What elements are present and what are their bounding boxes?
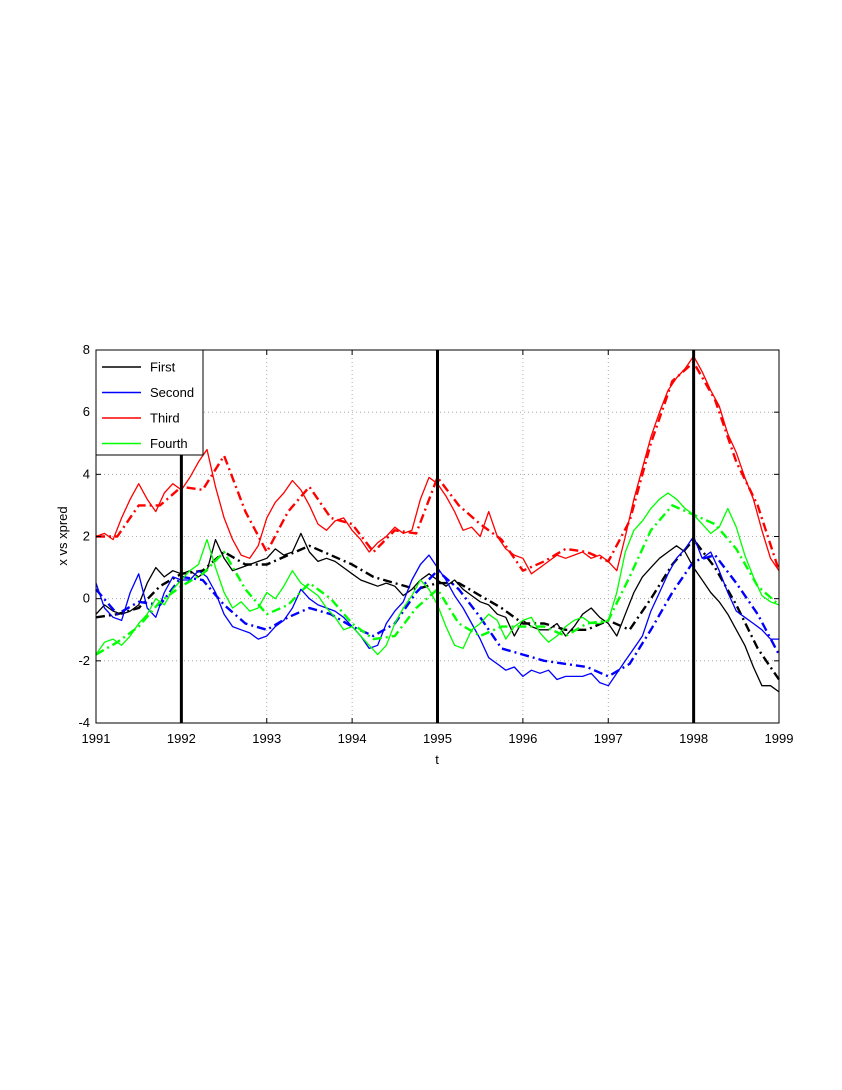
legend-label: Third: [150, 411, 180, 426]
x-tick-label: 1999: [765, 731, 794, 746]
x-axis-label: t: [435, 752, 439, 767]
y-tick-label: 2: [83, 529, 90, 544]
x-tick-label: 1992: [167, 731, 196, 746]
y-tick-label: 4: [83, 466, 90, 481]
x-tick-label: 1996: [508, 731, 537, 746]
series-line-first-xpred: [95, 538, 780, 681]
x-axis-ticks: 1991 1992 1993 1994 1995 1996 1997 1998 1999: [82, 350, 794, 746]
x-tick-label: 1991: [82, 731, 111, 746]
x-tick-label: 1997: [594, 731, 623, 746]
x-tick-label: 1994: [338, 731, 367, 746]
series-line-third-xpred: [96, 361, 781, 572]
x-tick-label: 1998: [679, 731, 708, 746]
x-tick-label: 1993: [252, 731, 281, 746]
y-axis-label: x vs xpred: [55, 506, 70, 565]
y-tick-label: 0: [83, 591, 90, 606]
y-tick-label: 8: [83, 342, 90, 357]
y-tick-label: -4: [78, 715, 90, 730]
series-line-second-xpred: [95, 553, 781, 678]
x-tick-label: 1995: [423, 731, 452, 746]
legend-label: First: [150, 360, 176, 375]
series-layer: [95, 355, 781, 693]
legend: First Second Third Fourth: [95, 349, 204, 456]
y-tick-label: -2: [78, 653, 90, 668]
y-tick-label: 6: [83, 404, 90, 419]
legend-label: Fourth: [150, 436, 188, 451]
y-axis-ticks: -4 -2 0 2 4 6 8: [78, 342, 779, 730]
legend-label: Second: [150, 385, 194, 400]
